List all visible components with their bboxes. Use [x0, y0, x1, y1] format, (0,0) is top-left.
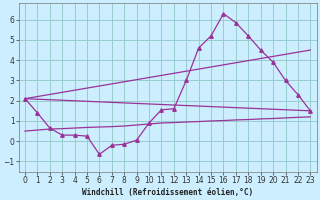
X-axis label: Windchill (Refroidissement éolien,°C): Windchill (Refroidissement éolien,°C)	[82, 188, 253, 197]
